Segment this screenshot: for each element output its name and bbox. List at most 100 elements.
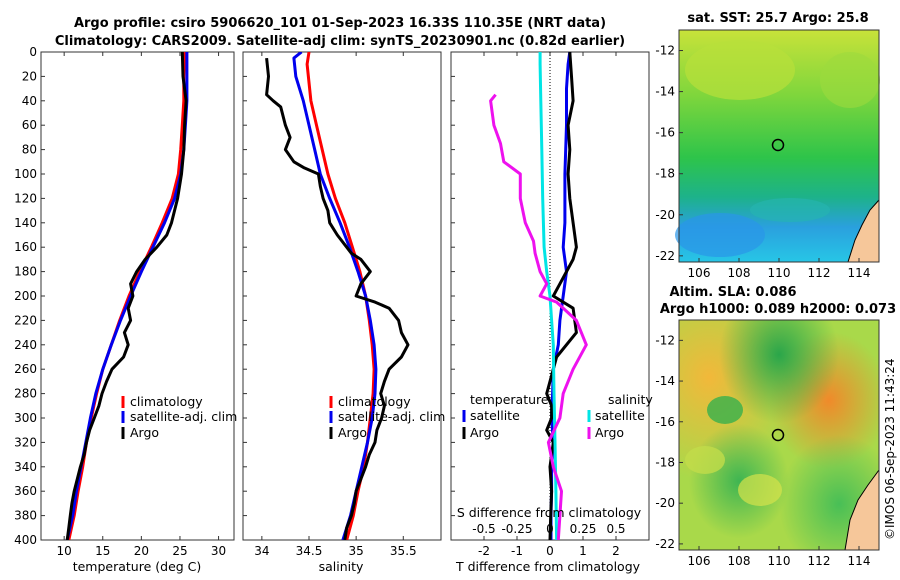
sla-map [678,319,880,551]
x-tick-label: -2 [478,544,490,558]
depth-tick-label: 360 [14,484,37,498]
x-tick-label: 20 [134,544,149,558]
lat-tick-label: -16 [655,415,675,429]
s-tick-label: 0.25 [570,522,597,536]
difference-x-ticks: -2 -1 0 1 2 [478,52,620,558]
depth-tick-label: 80 [22,143,37,157]
temperature-x-label: temperature (deg C) [73,559,202,574]
s-difference-tick-labels: -0.5 -0.25 0 0.25 0.5 [472,522,625,536]
depth-tick-label: 120 [14,191,37,205]
sst-patch [820,52,880,108]
s-tick-label: -0.25 [501,522,532,536]
x-tick-label: 34.5 [296,544,323,558]
lat-tick-label: -14 [655,374,675,388]
x-tick-label: 0 [546,544,554,558]
depth-tick-label: 100 [14,167,37,181]
difference-x-label: T difference from climatology [455,559,641,574]
difference-legend: temperature satellite Argo salinity sate… [462,392,653,440]
depth-tick-labels: 0 20 40 60 80 100 120 140 160 180 200 220 240 260 280 3… [14,45,455,547]
sla-argo-marker [771,428,785,442]
depth-tick-label: 220 [14,313,37,327]
lon-tick-label: 110 [768,266,791,280]
lon-tick-label: 106 [688,554,711,568]
sst-patch [750,198,830,222]
depth-tick-label: 400 [14,533,37,547]
x-tick-label: 34 [254,544,269,558]
legend-t-argo: Argo [470,425,499,440]
x-tick-label: -1 [511,544,523,558]
s-tick-label: -0.5 [472,522,495,536]
salinity-axes [242,51,442,541]
lat-tick-label: -12 [655,44,675,58]
sla-patch [679,320,879,550]
difference-series [489,52,588,540]
legend-s-satellite: satellite [595,408,645,423]
sla-patch [738,474,782,506]
temperature-axes [40,51,235,541]
salinity-series [265,52,410,540]
figure-title-line2: Climatology: CARS2009. Satellite-adj cli… [55,34,625,49]
depth-tick-label: 140 [14,216,37,230]
legend-salinity-title: salinity [608,392,653,407]
depth-tick-label: 40 [22,94,37,108]
lat-tick-label: -18 [655,167,675,181]
lat-tick-label: -12 [655,333,675,347]
depth-tick-label: 380 [14,509,37,523]
legend-t-satellite: satellite [470,408,520,423]
legend-satellite: satellite-adj. clim [130,409,237,424]
x-tick-label: 1 [579,544,587,558]
legend-s-argo: Argo [595,425,624,440]
lon-tick-label: 112 [808,554,831,568]
legend-climatology: climatology [130,394,203,409]
series-line-argo [265,57,410,540]
depth-tick-label: 240 [14,338,37,352]
legend-argo: Argo [338,425,367,440]
legend-climatology: climatology [338,394,411,409]
lat-tick-label: -16 [655,126,675,140]
watermark: ©IMOS 06-Sep-2023 11:43:24 [883,358,897,540]
legend-temperature-title: temperature [470,392,549,407]
temperature-series [65,52,189,540]
depth-tick-label: 280 [14,387,37,401]
s-tick-label: 0 [546,522,554,536]
x-tick-label: 35.5 [390,544,417,558]
sst-argo-marker [771,138,785,152]
depth-tick-label: 260 [14,362,37,376]
sla-patch [707,396,743,424]
sst-patch [685,40,795,100]
sla-map-ticks: 106 108 110 112 114 -12 -14 -16 -18 -20 -22 [655,333,870,568]
series-line-satellite [549,52,572,540]
lon-tick-label: 106 [688,266,711,280]
salinity-x-ticks: 34 34.5 35 35.5 [254,52,417,558]
salinity-x-label: salinity [319,559,364,574]
lat-tick-label: -22 [655,537,675,551]
temperature-x-ticks: 10 15 20 25 30 [57,52,226,558]
sla-map-title: Altim. SLA: 0.086 [670,285,797,300]
depth-tick-label: 340 [14,460,37,474]
s-tick-label: 0.5 [606,522,625,536]
series-line-s_argo [489,93,588,540]
x-tick-label: 15 [95,544,110,558]
lon-tick-label: 114 [848,266,871,280]
depth-tick-label: 300 [14,411,37,425]
depth-tick-label: 0 [29,45,37,59]
depth-tick-label: 20 [22,69,37,83]
x-tick-label: 2 [612,544,620,558]
sst-map [675,29,880,263]
depth-tick-label: 200 [14,289,37,303]
legend-satellite: satellite-adj. clim [338,409,445,424]
sla-map-subtitle: Argo h1000: 0.089 h2000: 0.073 [660,302,896,317]
series-line-argo [65,52,188,540]
lat-tick-label: -20 [655,496,675,510]
x-tick-label: 25 [172,544,187,558]
figure-title-line1: Argo profile: csiro 5906620_101 01-Sep-2… [74,16,606,31]
lon-tick-label: 114 [848,554,871,568]
depth-tick-label: 180 [14,265,37,279]
x-tick-label: 35 [349,544,364,558]
temperature-legend: climatology satellite-adj. clim Argo [121,394,237,440]
legend-argo: Argo [130,425,159,440]
series-line-argo [545,52,578,540]
sst-map-title: sat. SST: 25.7 Argo: 25.8 [687,11,868,26]
depth-tick-label: 320 [14,435,37,449]
